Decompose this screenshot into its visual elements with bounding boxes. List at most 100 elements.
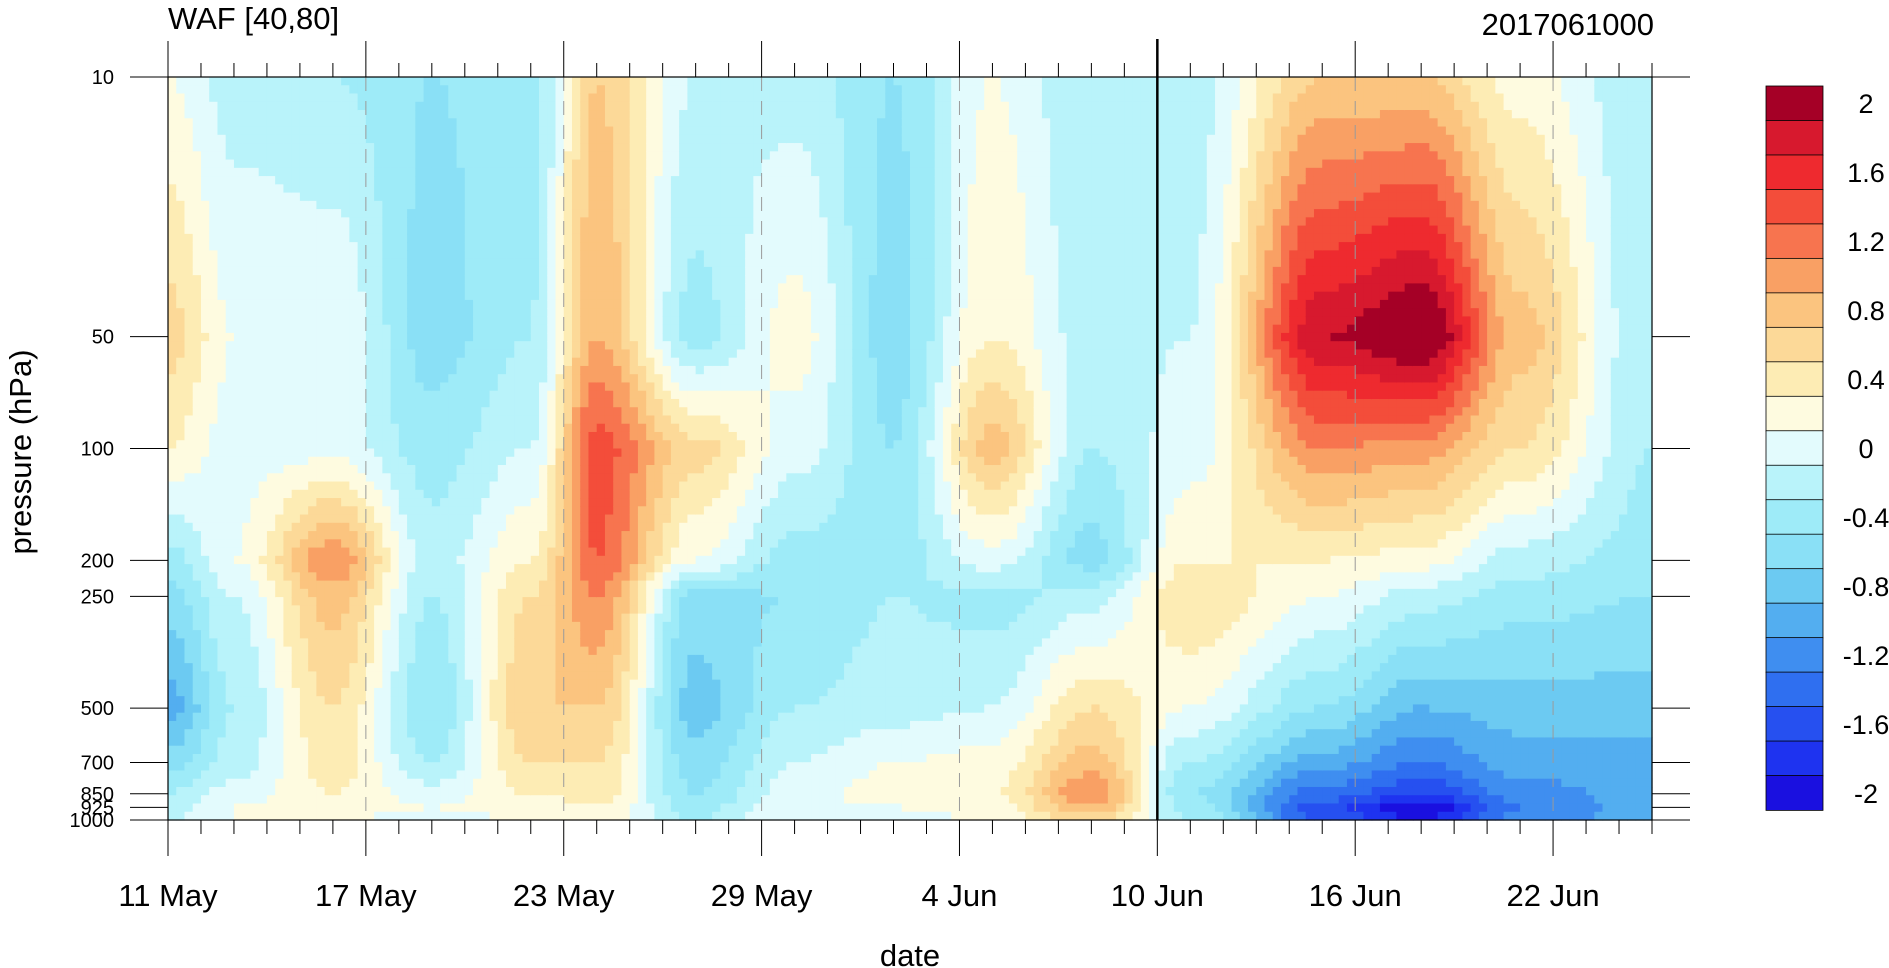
field-cell bbox=[571, 382, 581, 392]
field-cell bbox=[398, 547, 408, 557]
field-cell bbox=[431, 209, 441, 218]
field-cell bbox=[357, 498, 367, 507]
field-cell bbox=[456, 638, 466, 648]
field-cell bbox=[242, 118, 252, 128]
field-cell bbox=[464, 671, 474, 681]
field-cell bbox=[266, 811, 276, 821]
field-cell bbox=[233, 671, 243, 681]
field-cell bbox=[258, 242, 268, 251]
field-cell bbox=[266, 646, 276, 656]
field-cell bbox=[423, 200, 433, 210]
field-cell bbox=[349, 803, 359, 813]
field-cell bbox=[456, 448, 466, 458]
field-cell bbox=[168, 547, 177, 557]
field-cell bbox=[192, 605, 202, 615]
field-cell bbox=[382, 704, 392, 714]
field-cell bbox=[275, 143, 285, 152]
field-cell bbox=[448, 588, 458, 598]
field-cell bbox=[604, 770, 614, 780]
field-cell bbox=[390, 118, 400, 128]
field-cell bbox=[464, 489, 474, 499]
field-cell bbox=[250, 308, 260, 318]
field-cell bbox=[200, 308, 210, 318]
field-cell bbox=[266, 770, 276, 780]
field-cell bbox=[250, 514, 260, 524]
field-cell bbox=[308, 324, 317, 334]
field-cell bbox=[184, 176, 194, 185]
field-cell bbox=[291, 93, 301, 103]
field-cell bbox=[473, 753, 482, 763]
field-cell bbox=[613, 134, 623, 144]
field-cell bbox=[530, 431, 540, 441]
field-cell bbox=[209, 167, 219, 177]
field-cell bbox=[588, 588, 598, 598]
field-cell bbox=[258, 671, 268, 681]
field-cell bbox=[316, 77, 326, 86]
field-cell bbox=[192, 398, 202, 408]
field-cell bbox=[563, 646, 573, 656]
field-cell bbox=[555, 539, 565, 549]
field-cell bbox=[431, 423, 441, 433]
field-cell bbox=[283, 654, 293, 664]
field-cell bbox=[332, 332, 342, 342]
field-cell bbox=[456, 564, 466, 573]
field-cell bbox=[184, 687, 194, 697]
field-cell bbox=[440, 209, 449, 218]
field-cell bbox=[390, 374, 400, 384]
field-cell bbox=[258, 440, 268, 450]
field-cell bbox=[233, 456, 243, 466]
field-cell bbox=[423, 795, 433, 805]
field-cell bbox=[217, 93, 227, 103]
field-cell bbox=[266, 506, 276, 516]
field-cell bbox=[192, 456, 202, 466]
field-cell bbox=[168, 374, 177, 384]
field-cell bbox=[497, 580, 507, 590]
field-cell bbox=[588, 597, 598, 606]
field-cell bbox=[308, 646, 317, 656]
field-cell bbox=[539, 390, 548, 400]
field-cell bbox=[464, 283, 474, 293]
field-cell bbox=[539, 217, 548, 227]
field-cell bbox=[374, 547, 383, 557]
field-cell bbox=[184, 473, 194, 483]
field-cell bbox=[398, 407, 408, 417]
field-cell bbox=[522, 217, 532, 227]
field-cell bbox=[514, 663, 524, 672]
field-cell bbox=[299, 233, 309, 243]
field-cell bbox=[440, 696, 449, 706]
field-cell bbox=[547, 341, 557, 351]
field-cell bbox=[407, 588, 416, 598]
field-cell bbox=[217, 159, 227, 169]
field-cell bbox=[217, 407, 227, 417]
field-cell bbox=[530, 663, 540, 672]
field-cell bbox=[217, 85, 227, 95]
field-cell bbox=[431, 489, 441, 499]
field-cell bbox=[456, 654, 466, 664]
field-cell bbox=[423, 531, 433, 540]
field-cell bbox=[563, 93, 573, 103]
field-cell bbox=[390, 192, 400, 202]
field-cell bbox=[489, 778, 499, 788]
field-cell bbox=[308, 159, 317, 169]
field-cell bbox=[415, 357, 425, 367]
field-cell bbox=[398, 597, 408, 606]
field-cell bbox=[555, 473, 565, 483]
field-cell bbox=[604, 250, 614, 260]
field-cell bbox=[209, 398, 219, 408]
field-cell bbox=[176, 803, 186, 813]
field-cell bbox=[464, 110, 474, 119]
field-cell bbox=[192, 704, 202, 714]
field-cell bbox=[324, 118, 334, 128]
field-cell bbox=[258, 275, 268, 284]
field-cell bbox=[596, 332, 606, 342]
field-cell bbox=[588, 564, 598, 573]
field-cell bbox=[604, 233, 614, 243]
field-cell bbox=[168, 555, 177, 565]
field-cell bbox=[217, 209, 227, 218]
field-cell bbox=[349, 539, 359, 549]
field-cell bbox=[456, 465, 466, 474]
field-cell bbox=[431, 242, 441, 251]
field-cell bbox=[250, 151, 260, 161]
field-cell bbox=[357, 134, 367, 144]
field-cell bbox=[423, 431, 433, 441]
